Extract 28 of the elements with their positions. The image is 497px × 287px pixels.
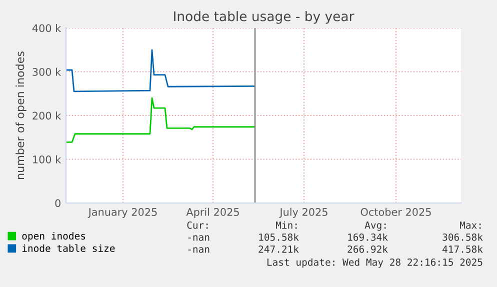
y-tick-label: 0 bbox=[55, 199, 60, 208]
text: Min: bbox=[276, 221, 297, 229]
text: 169.34k bbox=[348, 233, 388, 241]
y-tick-label: 100 k bbox=[33, 155, 62, 164]
text: 417.58k bbox=[442, 245, 483, 253]
x-tick-label: April 2025 bbox=[186, 208, 239, 218]
x-tick-label: January 2025 bbox=[88, 208, 157, 218]
x-tick-label: July 2025 bbox=[279, 208, 328, 218]
text: -nan bbox=[188, 235, 210, 241]
text: Last update: Wed May 28 22:16:15 2025 bbox=[267, 258, 482, 268]
text: 266.92k bbox=[348, 245, 388, 253]
text: Cur: bbox=[187, 221, 208, 229]
y-tick-label: 200 k bbox=[32, 112, 62, 120]
legend-label: open inodes bbox=[22, 232, 86, 242]
text: 247.21k bbox=[258, 245, 299, 253]
legend-label: inode table size bbox=[22, 244, 115, 252]
text: 306.58k bbox=[442, 233, 483, 241]
text: Avg: bbox=[364, 222, 386, 231]
x-tick-label: October 2025 bbox=[360, 208, 431, 216]
chart-title: Inode table usage - by year bbox=[174, 11, 354, 24]
y-tick-label: 300 k bbox=[32, 68, 62, 76]
line-series bbox=[66, 49, 255, 92]
text: 105.58k bbox=[259, 233, 299, 241]
y-axis-title: number of open inodes bbox=[16, 52, 26, 179]
y-tick-label: 400 k bbox=[32, 24, 62, 32]
line-series bbox=[66, 97, 255, 143]
text: -nan bbox=[188, 247, 210, 253]
text: Max: bbox=[460, 222, 481, 229]
